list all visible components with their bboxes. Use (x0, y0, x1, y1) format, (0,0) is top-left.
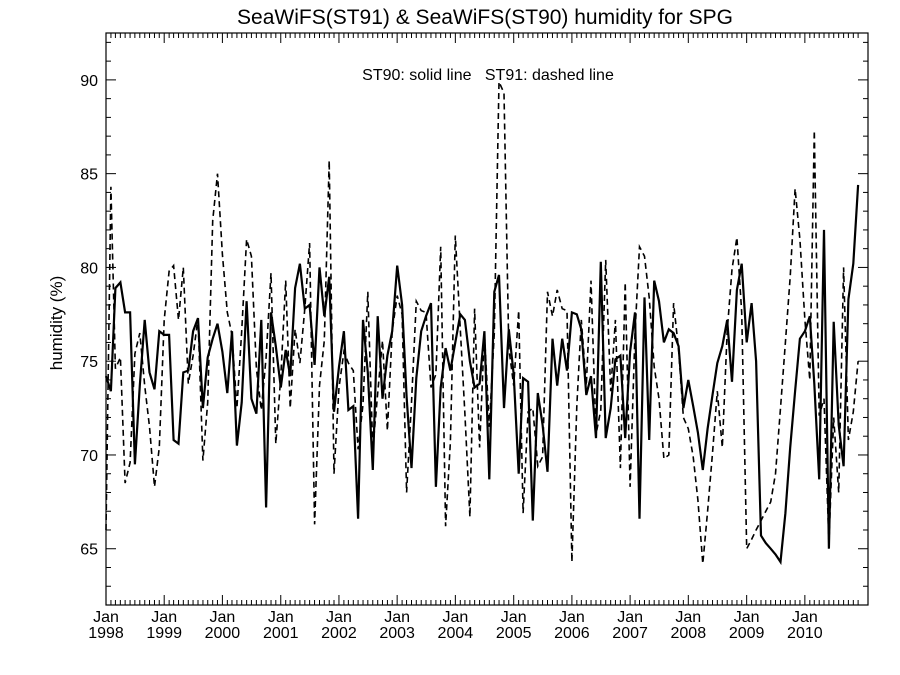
chart-title: SeaWiFS(ST91) & SeaWiFS(ST90) humidity f… (237, 6, 733, 29)
x-tick-year-label: 2004 (438, 625, 474, 642)
x-tick-month-label: Jan (384, 609, 410, 626)
plot-frame (105, 32, 869, 606)
x-tick-month-label: Jan (734, 609, 760, 626)
x-tick-year-label: 2003 (379, 625, 415, 642)
x-tick-month-label: Jan (792, 609, 818, 626)
data-series (104, 81, 860, 566)
y-tick-label: 75 (80, 354, 98, 371)
x-tick-month-label: Jan (442, 609, 468, 626)
y-axis-label: humidity (%) (47, 276, 66, 370)
y-tick-label: 85 (80, 167, 98, 184)
x-tick-month-label: Jan (326, 609, 352, 626)
x-tick-year-label: 2006 (554, 625, 590, 642)
x-tick-month-label: Jan (501, 609, 527, 626)
x-tick-year-label: 1999 (146, 625, 182, 642)
axis-ticks (105, 33, 869, 606)
x-tick-year-label: 2010 (787, 625, 823, 642)
x-tick-month-label: Jan (559, 609, 585, 626)
x-tick-month-label: Jan (151, 609, 177, 626)
x-tick-year-label: 2000 (205, 625, 241, 642)
y-tick-label: 65 (80, 542, 98, 559)
x-tick-year-label: 2007 (612, 625, 648, 642)
x-tick-month-label: Jan (93, 609, 119, 626)
x-tick-month-label: Jan (617, 609, 643, 626)
x-tick-year-label: 2009 (729, 625, 765, 642)
tick-labels: 657075808590Jan1998Jan1999Jan2000Jan2001… (80, 73, 823, 642)
line-style-annotation: ST90: solid line ST91: dashed line (362, 67, 614, 84)
x-tick-month-label: Jan (675, 609, 701, 626)
x-tick-year-label: 2001 (263, 625, 299, 642)
series-st91-dashed-line (105, 81, 859, 564)
x-tick-year-label: 2005 (496, 625, 532, 642)
x-tick-year-label: 1998 (88, 625, 124, 642)
x-tick-month-label: Jan (209, 609, 235, 626)
y-tick-label: 80 (80, 260, 98, 277)
x-tick-year-label: 2008 (671, 625, 707, 642)
y-tick-label: 90 (80, 73, 98, 90)
x-tick-month-label: Jan (268, 609, 294, 626)
x-tick-year-label: 2002 (321, 625, 357, 642)
y-tick-label: 70 (80, 448, 98, 465)
series-st90-solid-line (104, 184, 860, 566)
